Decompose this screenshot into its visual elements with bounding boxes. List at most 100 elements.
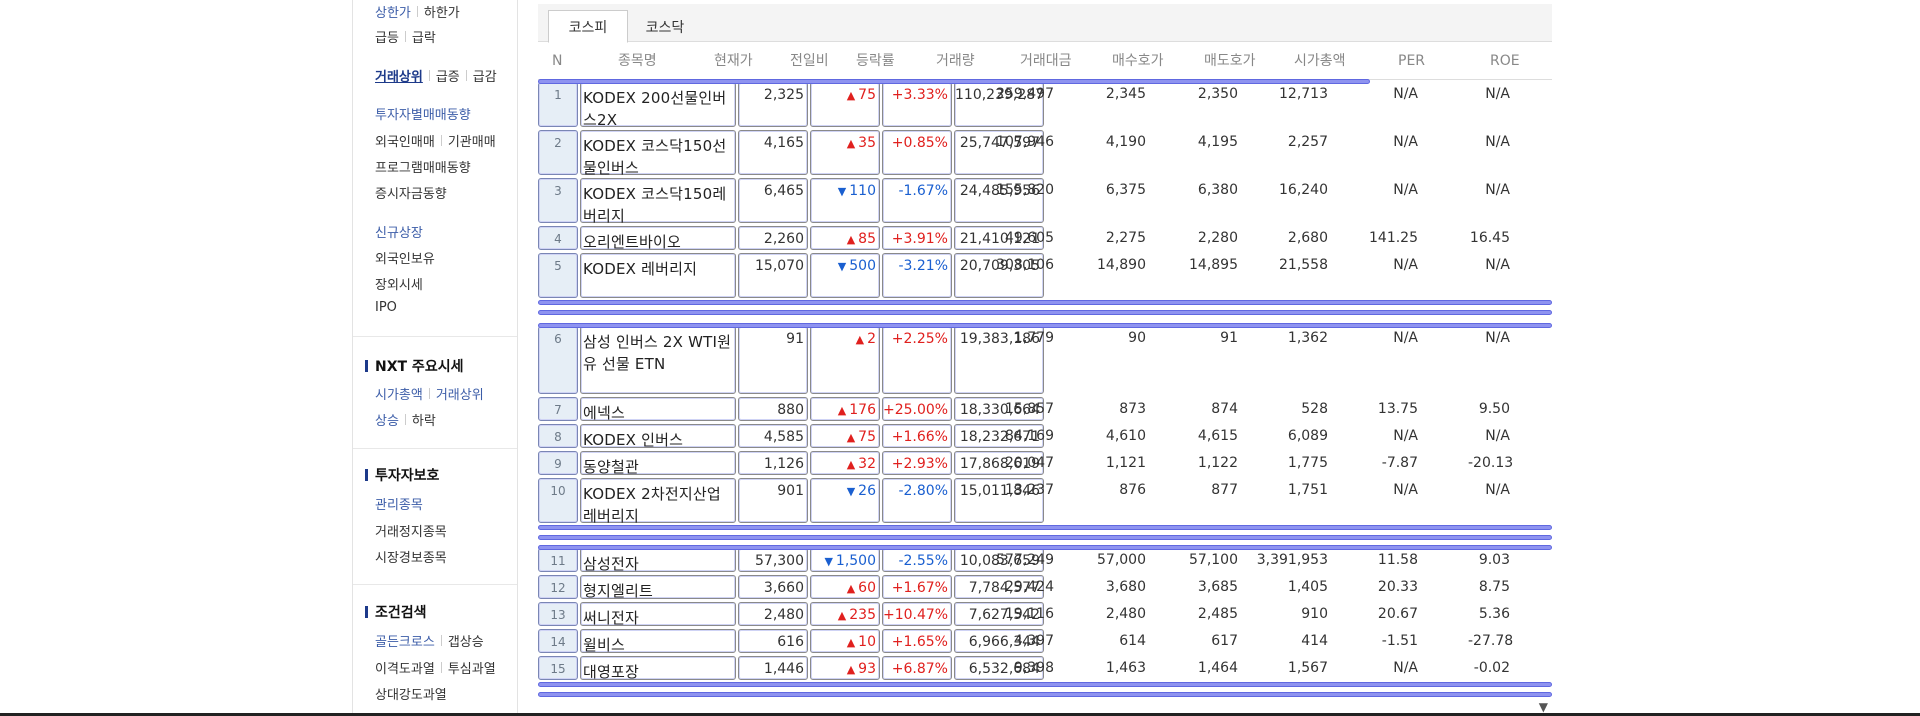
table-row[interactable]: 13 써니전자 2,480 ▲ 235 +10.47% 7,627,542 19,116 2,4… (538, 602, 1552, 627)
stock-name-link[interactable]: 삼성 인버스 2X WTI원유 선물 ETN (580, 326, 736, 394)
sidebar-row-halted: 거래정지종목 (375, 521, 447, 540)
cell-ask: 4,195 (1197, 134, 1238, 150)
link-ipo[interactable]: IPO (375, 300, 397, 315)
tab-kospi[interactable]: 코스피 (548, 10, 628, 43)
cell-bid: 2,480 (1105, 606, 1146, 622)
price-change: ▼ 110 (810, 178, 880, 223)
stock-name-link[interactable]: 동양철관 (580, 451, 736, 476)
cell-per: -1.51 (1381, 633, 1418, 649)
cell-amt: 84,169 (1005, 428, 1054, 444)
link-nxt-rise[interactable]: 상승 (375, 414, 399, 429)
table-row[interactable]: 7 에넥스 880 ▲ 176 +25.00% 18,330,664 15,857 873 874… (538, 397, 1552, 422)
sidebar-row-new-listing: 신규상장 (375, 222, 423, 241)
stock-name-link[interactable]: KODEX 인버스 (580, 424, 736, 449)
table-row[interactable]: 11 삼성전자 57,300 ▼ 1,500 -2.55% 10,083,659 577,24… (538, 548, 1552, 573)
current-price: 91 (738, 326, 808, 394)
stock-name-link[interactable]: KODEX 레버리지 (580, 253, 736, 298)
link-halted-stocks[interactable]: 거래정지종목 (375, 525, 447, 540)
table-row[interactable]: 1 KODEX 200선물인버스2X 2,325 ▲ 75 +3.33% 110,239,2… (538, 82, 1552, 129)
change-rate: +1.66% (882, 424, 952, 448)
link-nxt-market-cap[interactable]: 시가총액 (375, 388, 423, 403)
divider (404, 414, 406, 425)
price-change-value: 500 (849, 258, 876, 274)
table-row[interactable]: 2 KODEX 코스닥150선물인버스 4,165 ▲ 35 +0.85% 25,747,5… (538, 130, 1552, 177)
cell-ask: 14,895 (1189, 257, 1238, 273)
trade-volume: 7,627,542 (954, 602, 1044, 626)
current-price: 57,300 (738, 548, 808, 572)
table-row[interactable]: 15 대영포장 1,446 ▲ 93 +6.87% 6,532,684 9,398 1,463 1… (538, 656, 1552, 681)
change-rate: +2.93% (882, 451, 952, 475)
cell-bid: 614 (1119, 633, 1146, 649)
header-market-cap: 시가총액 (1294, 53, 1346, 69)
link-foreign-trading[interactable]: 외국인매매 (375, 135, 435, 150)
link-foreign-holding[interactable]: 외국인보유 (375, 252, 435, 267)
cell-per: 20.67 (1377, 606, 1418, 622)
link-volume-decrease[interactable]: 급감 (472, 70, 497, 85)
link-relative-strength[interactable]: 상대강도과열 (375, 688, 447, 703)
section-condition-label: 조건검색 (375, 605, 427, 621)
scroll-down-icon[interactable]: ▼ (1538, 700, 1548, 714)
link-lower-limit[interactable]: 하한가 (423, 6, 460, 21)
link-alert-stocks[interactable]: 시장경보종목 (375, 551, 447, 566)
table-row[interactable]: 5 KODEX 레버리지 15,070 ▼ 500 -3.21% 20,709,305 308… (538, 253, 1552, 298)
cell-amt: 259,497 (996, 86, 1054, 102)
link-nxt-volume-top[interactable]: 거래상위 (435, 388, 484, 403)
stock-name-link[interactable]: KODEX 코스닥150레버리지 (580, 178, 736, 225)
price-change: ▲ 35 (810, 130, 880, 175)
tab-kosdaq[interactable]: 코스닥 (645, 19, 685, 36)
stock-name-link[interactable]: 삼성전자 (580, 548, 736, 573)
cell-per: -7.87 (1381, 455, 1418, 471)
link-plunge[interactable]: 급락 (411, 31, 436, 46)
link-nxt-fall[interactable]: 하락 (411, 414, 436, 429)
link-investor-trading[interactable]: 투자자별매매동향 (375, 108, 471, 123)
link-golden-cross[interactable]: 골든크로스 (375, 635, 435, 650)
table-row[interactable]: 9 동양철관 1,126 ▲ 32 +2.93% 17,868,619 20,047 1,121… (538, 451, 1552, 476)
trade-volume: 17,868,619 (954, 451, 1044, 475)
cell-amt: 9,398 (1013, 660, 1054, 676)
link-surge[interactable]: 급등 (375, 31, 399, 46)
price-change: ▲ 75 (810, 424, 880, 448)
stock-name-link[interactable]: KODEX 200선물인버스2X (580, 82, 736, 129)
table-row[interactable]: 6 삼성 인버스 2X WTI원유 선물 ETN 91 ▲ 2 +2.25% 19,383,… (538, 326, 1552, 394)
table-row[interactable]: 4 오리엔트바이오 2,260 ▲ 85 +3.91% 21,410,121 49,605 2,… (538, 226, 1552, 251)
table-row[interactable]: 3 KODEX 코스닥150레버리지 6,465 ▼ 110 -1.67% 24,485,9… (538, 178, 1552, 225)
price-change-value: 93 (858, 661, 876, 677)
link-market-funds[interactable]: 증시자금동향 (375, 187, 447, 202)
link-otc-quotes[interactable]: 장외시세 (375, 278, 423, 293)
row-number: 14 (538, 629, 578, 653)
cell-cap: 1,751 (1287, 482, 1328, 498)
table-row[interactable]: 8 KODEX 인버스 4,585 ▲ 75 +1.66% 18,232,671 84,169… (538, 424, 1552, 449)
link-institution-trading[interactable]: 기관매매 (447, 135, 496, 150)
cell-ask: 91 (1220, 330, 1238, 346)
trade-volume: 18,330,664 (954, 397, 1044, 421)
sidebar-row-investor: 투자자별매매동향 (375, 104, 471, 123)
link-managed-stocks[interactable]: 관리종목 (375, 498, 423, 513)
stock-name-link[interactable]: 대영포장 (580, 656, 736, 681)
stock-name-link[interactable]: KODEX 2차전지산업레버리지 (580, 478, 736, 525)
table-row[interactable]: 10 KODEX 2차전지산업레버리지 901 ▼ 26 -2.80% 15,011,846… (538, 478, 1552, 525)
stock-name-link[interactable]: 에넥스 (580, 397, 736, 422)
current-price: 2,260 (738, 226, 808, 250)
stock-name-link[interactable]: KODEX 코스닥150선물인버스 (580, 130, 736, 177)
change-rate: +2.25% (882, 326, 952, 394)
sidebar-row-otc: 장외시세 (375, 274, 423, 293)
link-sentiment-overheat[interactable]: 투심과열 (447, 662, 496, 677)
link-disparity-overheat[interactable]: 이격도과열 (375, 662, 435, 677)
cell-per: N/A (1393, 428, 1418, 444)
stock-name-link[interactable]: 써니전자 (580, 602, 736, 627)
link-gap-up[interactable]: 갭상승 (447, 635, 484, 650)
link-new-listing[interactable]: 신규상장 (375, 226, 423, 241)
price-change: ▲ 32 (810, 451, 880, 475)
stock-name-link[interactable]: 윌비스 (580, 629, 736, 654)
row-group-separator (538, 310, 1552, 315)
link-volume-increase[interactable]: 급증 (435, 70, 460, 85)
trade-volume: 6,532,684 (954, 656, 1044, 680)
table-row[interactable]: 14 윌비스 616 ▲ 10 +1.65% 6,966,344 4,397 614 617 414… (538, 629, 1552, 654)
stock-name-link[interactable]: 오리엔트바이오 (580, 226, 736, 251)
stock-name-link[interactable]: 형지엘리트 (580, 575, 736, 600)
table-row[interactable]: 12 형지엘리트 3,660 ▲ 60 +1.67% 7,784,577 29,424 3,68… (538, 575, 1552, 600)
link-program-trading[interactable]: 프로그램매매동향 (375, 161, 471, 176)
link-upper-limit[interactable]: 상한가 (375, 6, 411, 21)
link-volume-top[interactable]: 거래상위 (375, 70, 423, 85)
row-group-separator (538, 535, 1552, 540)
